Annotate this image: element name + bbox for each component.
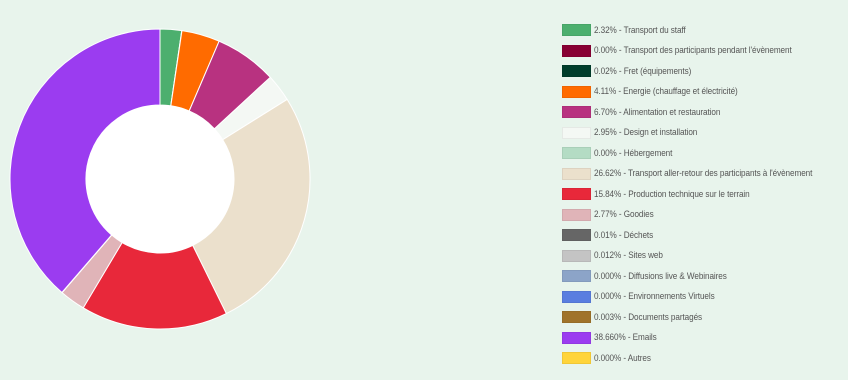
legend-item[interactable]: 0.000% - Autres: [562, 348, 848, 369]
legend-label: 2.95% - Design et installation: [594, 127, 698, 139]
legend-label: 0.012% - Sites web: [594, 250, 663, 262]
legend-label: 0.003% - Documents partagés: [594, 311, 703, 323]
legend-swatch: [562, 44, 591, 57]
legend-item[interactable]: 2.32% - Transport du staff: [562, 20, 848, 41]
legend-swatch: [562, 352, 591, 365]
legend-swatch: [562, 331, 591, 344]
donut-hole: [86, 105, 234, 253]
legend-swatch: [562, 24, 591, 37]
legend-label: 26.62% - Transport aller-retour des part…: [594, 168, 813, 180]
legend-item[interactable]: 0.000% - Diffusions live & Webinaires: [562, 266, 848, 287]
legend-item[interactable]: 0.003% - Documents partagés: [562, 307, 848, 328]
legend-item[interactable]: 26.62% - Transport aller-retour des part…: [562, 164, 848, 185]
legend-label: 4.11% - Energie (chauffage et électricit…: [594, 86, 738, 98]
legend-item[interactable]: 0.01% - Déchets: [562, 225, 848, 246]
legend-label: 15.84% - Production technique sur le ter…: [594, 188, 750, 200]
donut-chart: [0, 0, 340, 380]
legend-swatch: [562, 249, 591, 262]
legend-item[interactable]: 6.70% - Alimentation et restauration: [562, 102, 848, 123]
legend-item[interactable]: 0.012% - Sites web: [562, 246, 848, 267]
legend-swatch: [562, 65, 591, 78]
legend-label: 0.02% - Fret (équipements): [594, 65, 692, 77]
legend-item[interactable]: 2.77% - Goodies: [562, 205, 848, 226]
donut-svg: [9, 28, 311, 330]
legend-item[interactable]: 15.84% - Production technique sur le ter…: [562, 184, 848, 205]
legend-item[interactable]: 2.95% - Design et installation: [562, 123, 848, 144]
legend-label: 6.70% - Alimentation et restauration: [594, 106, 721, 118]
legend-swatch: [562, 85, 591, 98]
legend-item[interactable]: 38.660% - Emails: [562, 328, 848, 349]
legend-swatch: [562, 208, 591, 221]
legend-item[interactable]: 0.00% - Transport des participants penda…: [562, 41, 848, 62]
legend-label: 0.01% - Déchets: [594, 229, 654, 241]
legend-label: 0.000% - Environnements Virtuels: [594, 291, 715, 303]
legend-item[interactable]: 4.11% - Energie (chauffage et électricit…: [562, 82, 848, 103]
legend-swatch: [562, 270, 591, 283]
legend-label: 0.000% - Autres: [594, 352, 651, 364]
legend-swatch: [562, 167, 591, 180]
legend-swatch: [562, 229, 591, 242]
legend-swatch: [562, 188, 591, 201]
legend-label: 2.77% - Goodies: [594, 209, 654, 221]
legend-label: 0.00% - Hébergement: [594, 147, 673, 159]
legend-label: 0.000% - Diffusions live & Webinaires: [594, 270, 727, 282]
legend-swatch: [562, 290, 591, 303]
legend-label: 38.660% - Emails: [594, 332, 657, 344]
legend-swatch: [562, 126, 591, 139]
legend-swatch: [562, 147, 591, 160]
legend-label: 0.00% - Transport des participants penda…: [594, 45, 792, 57]
legend-item[interactable]: 0.00% - Hébergement: [562, 143, 848, 164]
chart-legend: 2.32% - Transport du staff 0.00% - Transp…: [562, 20, 848, 369]
legend-swatch: [562, 106, 591, 119]
legend-item[interactable]: 0.02% - Fret (équipements): [562, 61, 848, 82]
legend-label: 2.32% - Transport du staff: [594, 24, 686, 36]
legend-swatch: [562, 311, 591, 324]
legend-item[interactable]: 0.000% - Environnements Virtuels: [562, 287, 848, 308]
